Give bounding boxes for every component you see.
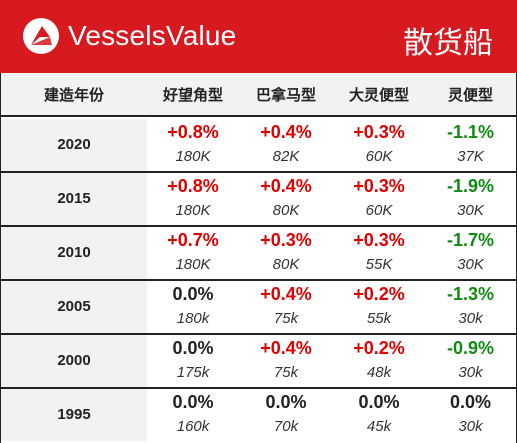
capesize-cell: +0.8% 180K: [147, 119, 239, 171]
supramax-cell: 0.0% 45k: [333, 389, 425, 441]
handysize-cell: -0.9% 30k: [425, 335, 516, 387]
vessel-size-dwt: 30k: [458, 310, 483, 327]
vesselsvalue-logo-icon: [23, 18, 59, 54]
handysize-cell: -1.9% 30K: [425, 173, 516, 225]
value-change-percent: +0.8%: [167, 122, 219, 142]
handysize-cell: -1.7% 30K: [425, 227, 516, 279]
brand-name: VesselsValue: [68, 20, 237, 51]
vessel-size-dwt: 80K: [272, 256, 300, 273]
value-change-percent: +0.2%: [353, 338, 405, 358]
value-change-percent: +0.3%: [353, 122, 405, 142]
value-change-percent: -1.9%: [446, 176, 495, 196]
value-change-percent: 0.0%: [172, 338, 214, 358]
vessel-size-dwt: 180K: [175, 148, 211, 165]
value-change-percent: 0.0%: [265, 392, 307, 412]
vessel-size-dwt: 60K: [365, 148, 393, 165]
table-header: 建造年份 好望角型 巴拿马型 大灵便型 灵便型: [1, 73, 516, 117]
value-change-percent: 0.0%: [172, 284, 214, 304]
value-change-percent: -1.3%: [446, 284, 495, 304]
vessel-size-dwt: 37K: [457, 148, 484, 165]
column-header-panamax: 巴拿马型: [255, 86, 316, 104]
value-change-percent: +0.3%: [353, 230, 405, 250]
capesize-cell: 0.0% 175k: [147, 335, 239, 387]
table-row: 2010 +0.7% 180K +0.3% 80K +0.3% 55K -1.7% 30K: [1, 227, 516, 281]
vessel-size-dwt: 80K: [272, 202, 300, 219]
table-row: 2000 0.0% 175k +0.4% 75k +0.2% 48k -0.9% 30k: [1, 335, 516, 389]
table-row: 2020 +0.8% 180K +0.4% 82K +0.3% 60K -1.1% 37K: [1, 119, 516, 173]
value-change-percent: 0.0%: [358, 392, 400, 412]
vessel-size-dwt: 75k: [273, 310, 299, 327]
vessel-size-dwt: 30K: [457, 256, 484, 273]
value-change-percent: +0.4%: [260, 338, 312, 358]
capesize-cell: 0.0% 160k: [147, 389, 239, 441]
value-change-table: 建造年份 好望角型 巴拿马型 大灵便型 灵便型 2020 +0.8% 180K +0.…: [0, 73, 517, 443]
panamax-cell: +0.4% 82K: [239, 119, 333, 171]
header-banner: VesselsValue 散货船: [0, 0, 517, 73]
vessel-size-dwt: 175k: [176, 364, 210, 381]
category-title: 散货船: [403, 26, 493, 61]
column-header-supramax: 大灵便型: [348, 86, 409, 104]
value-change-percent: -0.9%: [446, 338, 495, 358]
vessel-size-dwt: 45k: [366, 418, 392, 435]
panamax-cell: +0.4% 80K: [239, 173, 333, 225]
supramax-cell: +0.3% 60K: [333, 173, 425, 225]
panamax-cell: 0.0% 70k: [239, 389, 333, 441]
vessel-size-dwt: 55K: [365, 256, 393, 273]
supramax-cell: +0.2% 48k: [333, 335, 425, 387]
value-change-percent: +0.4%: [260, 284, 312, 304]
build-year-cell: 1995: [1, 389, 147, 441]
value-change-percent: +0.8%: [167, 176, 219, 196]
table-row: 1995 0.0% 160k 0.0% 70k 0.0% 45k 0.0% 30k: [1, 389, 516, 443]
vessel-size-dwt: 180k: [176, 310, 210, 327]
supramax-cell: +0.3% 60K: [333, 119, 425, 171]
build-year-cell: 2010: [1, 227, 147, 279]
value-change-percent: +0.7%: [167, 230, 219, 250]
handysize-cell: -1.1% 37K: [425, 119, 516, 171]
vessel-size-dwt: 60K: [365, 202, 393, 219]
column-header-capesize: 好望角型: [162, 86, 223, 104]
vessel-size-dwt: 180K: [175, 202, 211, 219]
build-year-cell: 2005: [1, 281, 147, 333]
vessel-size-dwt: 55k: [366, 310, 392, 327]
value-change-percent: 0.0%: [449, 392, 492, 412]
table-row: 2005 0.0% 180k +0.4% 75k +0.2% 55k -1.3% 30k: [1, 281, 516, 335]
handysize-cell: 0.0% 30k: [425, 389, 516, 441]
vessel-size-dwt: 82K: [272, 148, 300, 165]
vessel-size-dwt: 70k: [273, 418, 299, 435]
panamax-cell: +0.4% 75k: [239, 335, 333, 387]
vessel-size-dwt: 30k: [458, 364, 483, 381]
value-change-percent: +0.3%: [353, 176, 405, 196]
column-header-handysize: 灵便型: [447, 86, 493, 104]
handysize-cell: -1.3% 30k: [425, 281, 516, 333]
panamax-cell: +0.4% 75k: [239, 281, 333, 333]
build-year-cell: 2000: [1, 335, 147, 387]
capesize-cell: +0.7% 180K: [147, 227, 239, 279]
vessel-size-dwt: 30k: [458, 418, 483, 435]
value-change-percent: -1.1%: [446, 122, 495, 142]
build-year-cell: 2015: [1, 173, 147, 225]
value-change-percent: +0.2%: [353, 284, 405, 304]
vessel-size-dwt: 180K: [175, 256, 211, 273]
supramax-cell: +0.2% 55k: [333, 281, 425, 333]
capesize-cell: 0.0% 180k: [147, 281, 239, 333]
panamax-cell: +0.3% 80K: [239, 227, 333, 279]
vessel-size-dwt: 75k: [273, 364, 299, 381]
value-change-percent: +0.4%: [260, 122, 312, 142]
value-change-percent: -1.7%: [446, 230, 495, 250]
build-year-cell: 2020: [1, 119, 147, 171]
vessel-size-dwt: 160k: [176, 418, 210, 435]
supramax-cell: +0.3% 55K: [333, 227, 425, 279]
vessel-size-dwt: 48k: [366, 364, 392, 381]
table-row: 2015 +0.8% 180K +0.4% 80K +0.3% 60K -1.9% 30K: [1, 173, 516, 227]
value-change-percent: 0.0%: [172, 392, 214, 412]
column-header-build-year: 建造年份: [43, 86, 104, 104]
vessel-size-dwt: 30K: [457, 202, 484, 219]
value-change-percent: +0.4%: [260, 176, 312, 196]
capesize-cell: +0.8% 180K: [147, 173, 239, 225]
value-change-percent: +0.3%: [260, 230, 312, 250]
